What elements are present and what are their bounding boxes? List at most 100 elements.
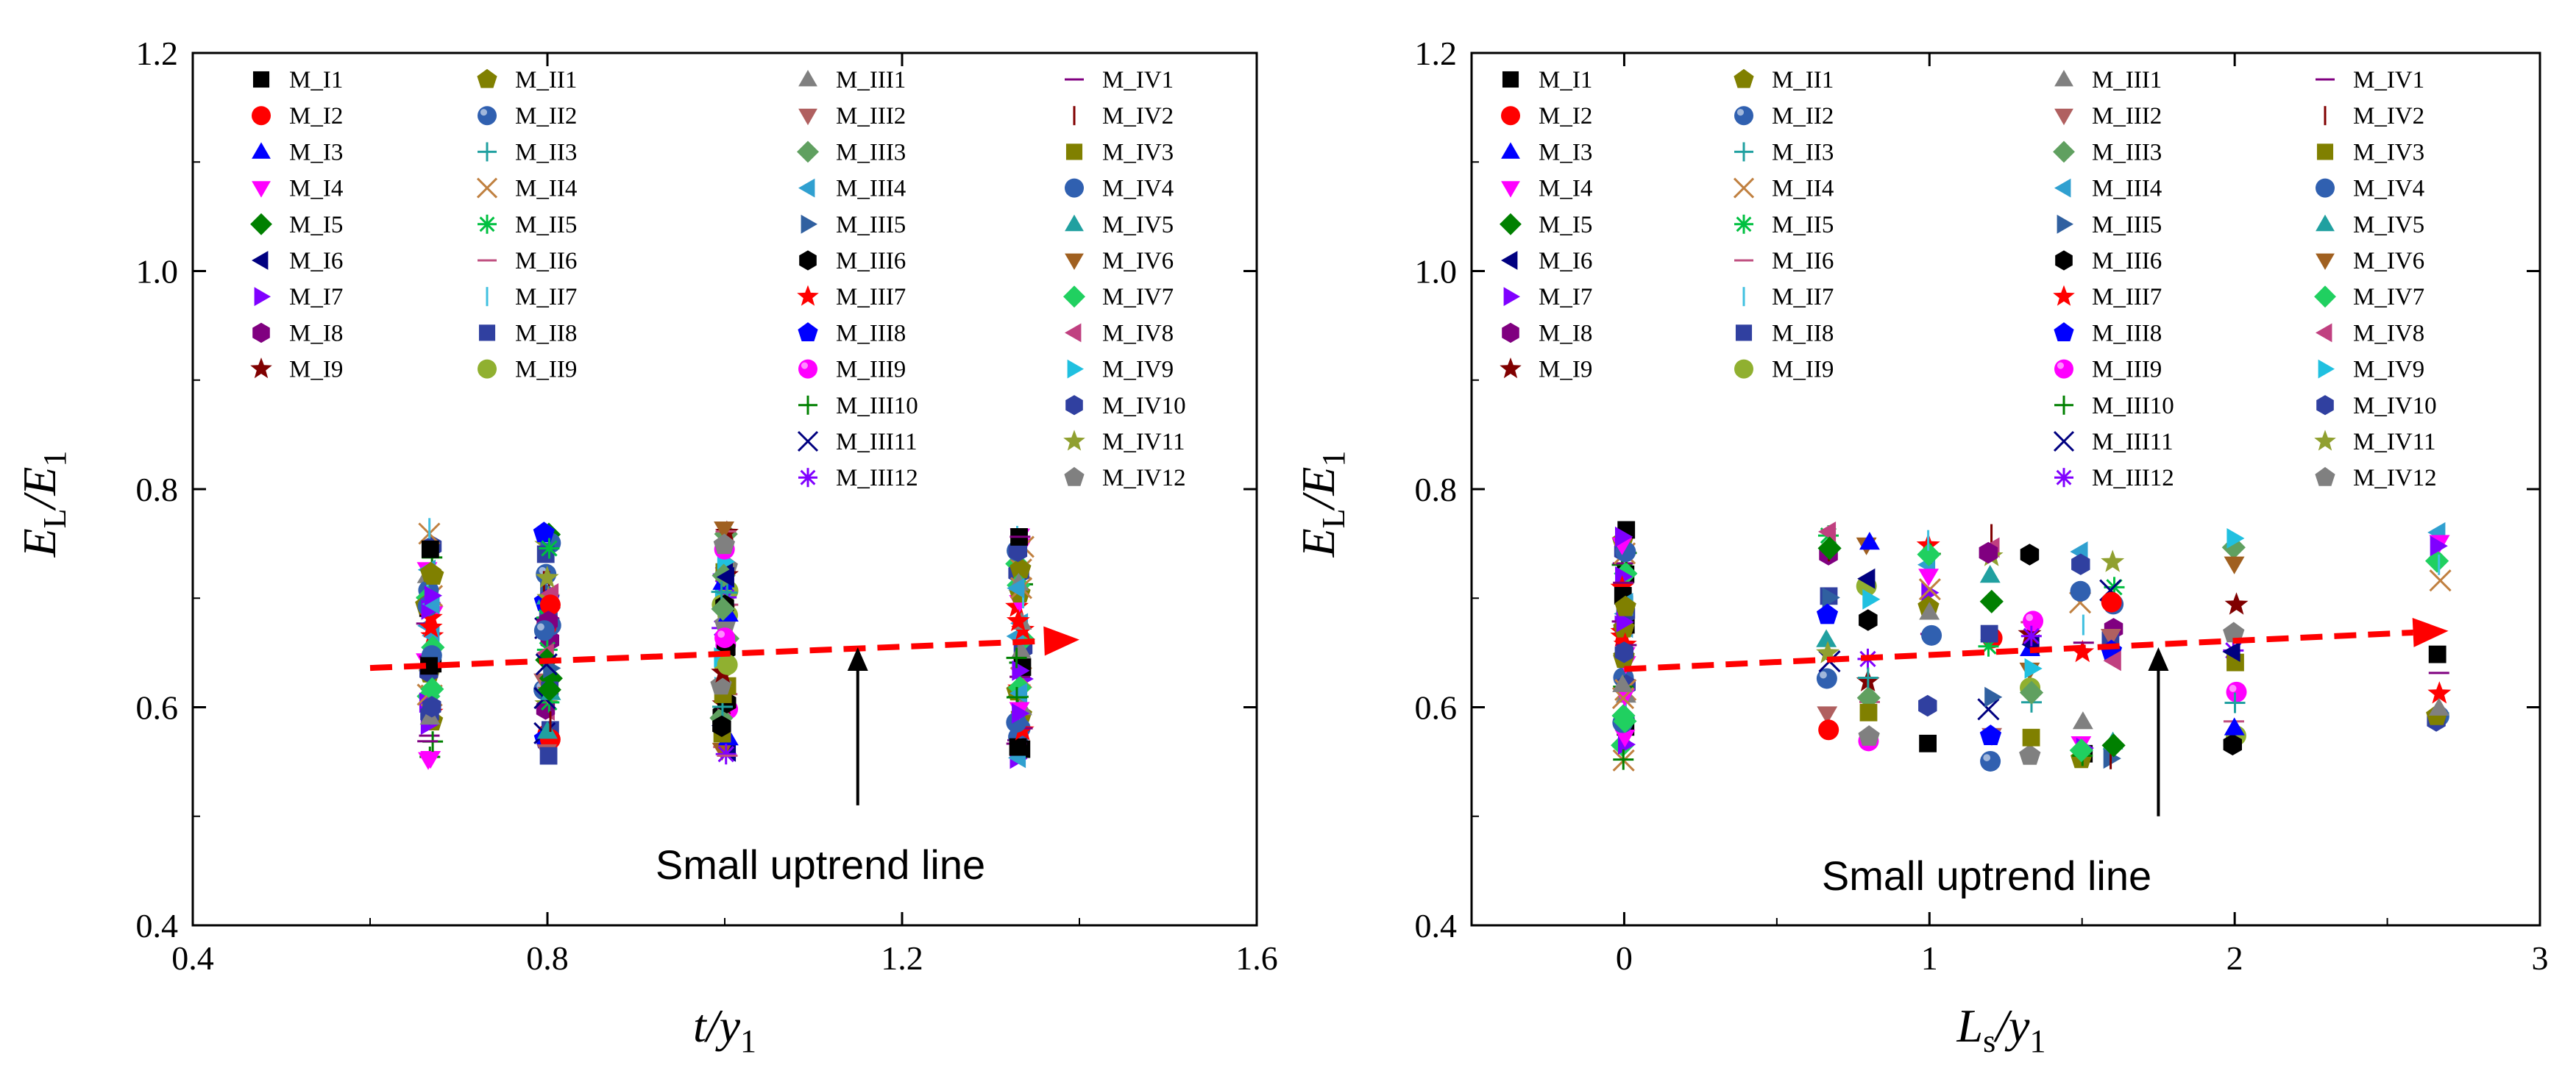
data-point-body — [533, 620, 555, 641]
legend-label: M_I9 — [1539, 357, 1592, 383]
legend-marker — [2316, 253, 2335, 270]
legend-item: M_III6 — [799, 248, 906, 274]
legend-item: M_IV1 — [2316, 67, 2424, 93]
legend-marker — [252, 142, 271, 159]
data-point — [1984, 686, 2003, 708]
scatter-points — [415, 518, 1035, 770]
legend-marker — [797, 430, 819, 452]
legend-marker — [1065, 395, 1083, 416]
legend-marker-b — [2053, 430, 2075, 452]
trend-arrowhead — [1043, 626, 1079, 656]
data-point — [2101, 733, 2126, 758]
y-axis-label: EL/E1 — [13, 451, 73, 558]
legend-label: M_I3 — [289, 139, 343, 165]
legend-marker — [798, 178, 815, 198]
y-axis-label-sub: L — [37, 508, 73, 528]
data-point — [1613, 749, 1634, 770]
data-point — [420, 657, 438, 675]
legend-item: M_II9 — [478, 357, 577, 383]
legend-marker-shine — [1736, 109, 1744, 116]
legend-item: M_IV3 — [1065, 139, 1174, 165]
legend-marker — [1733, 177, 1755, 199]
data-point-body — [2226, 681, 2247, 702]
legend-item: M_III10 — [798, 393, 918, 419]
y-tick-label: 0.8 — [136, 471, 179, 508]
legend-label: M_IV9 — [2353, 357, 2424, 383]
legend-label: M_I6 — [289, 248, 343, 274]
legend-label: M_IV4 — [1102, 176, 1174, 202]
legend-item: M_II4 — [476, 176, 577, 202]
legend-item: M_IV3 — [2316, 139, 2424, 165]
annotation-arrowhead — [2148, 647, 2169, 671]
legend-marker-shine — [2057, 362, 2064, 369]
legend-label: M_IV2 — [2353, 103, 2424, 129]
legend-label: M_II7 — [1772, 284, 1834, 310]
legend-item: M_III6 — [2055, 248, 2162, 274]
legend-item: M_IV7 — [1063, 284, 1174, 310]
data-point — [1857, 568, 1876, 589]
legend-item: M_III1 — [798, 67, 906, 93]
data-point-shine — [2026, 613, 2034, 622]
legend-label: M_I8 — [289, 320, 343, 346]
legend-marker — [252, 181, 271, 198]
legend-marker — [252, 71, 270, 88]
legend-item: M_IV1 — [1065, 67, 1174, 93]
legend-marker — [477, 68, 497, 88]
x-tick-label: 1.6 — [1235, 939, 1278, 977]
data-point — [2226, 681, 2247, 702]
data-point — [1918, 578, 1941, 601]
legend-item: M_I2 — [252, 103, 343, 129]
legend-marker — [2316, 323, 2332, 343]
legend-marker-b — [476, 177, 498, 199]
data-point — [535, 653, 558, 676]
legend-label: M_II6 — [515, 248, 577, 274]
legend-marker — [1734, 142, 1753, 162]
data-point — [539, 594, 561, 616]
legend-item: M_II3 — [1734, 139, 1834, 165]
data-point — [1007, 577, 1025, 599]
legend-marker — [2053, 430, 2075, 452]
legend-label: M_I1 — [1539, 67, 1592, 93]
legend-marker — [1735, 324, 1753, 341]
data-point — [1009, 738, 1027, 756]
legend-marker — [801, 214, 817, 234]
legend-label: M_III8 — [836, 320, 906, 346]
data-point — [2224, 717, 2245, 736]
panel-right: 0 1 2 30.40.60.81.01.2Ls/y1EL/E1M_I1M_I2M_I… — [1292, 35, 2549, 1059]
legend-marker — [2053, 140, 2075, 163]
legend-item: M_III8 — [2054, 320, 2162, 346]
data-point-shine — [717, 630, 725, 638]
legend-label: M_IV11 — [2353, 429, 2435, 455]
legend-label: M_III10 — [2092, 393, 2174, 419]
legend-label: M_III11 — [2092, 429, 2174, 455]
legend-item: M_IV6 — [2316, 248, 2424, 274]
data-point — [1858, 725, 1880, 746]
legend-item: M_I8 — [1502, 320, 1592, 346]
legend-item: M_I2 — [1501, 103, 1592, 129]
data-point-b — [535, 653, 558, 676]
legend-marker-shine — [480, 109, 487, 116]
legend-label: M_IV6 — [2353, 248, 2424, 274]
legend-marker — [2316, 214, 2335, 232]
legend-label: M_III5 — [2092, 212, 2162, 238]
legend-label: M_III12 — [2092, 465, 2174, 491]
data-point — [422, 564, 444, 585]
legend-item: M_III11 — [797, 429, 918, 455]
data-point — [712, 715, 731, 737]
legend-marker — [798, 395, 817, 415]
legend-label: M_II5 — [515, 212, 577, 238]
legend-marker — [1067, 359, 1084, 379]
legend-item: M_I7 — [254, 284, 343, 310]
legend-marker — [2054, 178, 2071, 198]
data-point — [418, 752, 439, 770]
y-axis-label: EL/E1 — [1292, 451, 1352, 558]
legend-marker — [2054, 468, 2073, 488]
data-point — [2101, 629, 2121, 647]
legend-item: M_II5 — [1734, 212, 1834, 238]
legend-label: M_I8 — [1539, 320, 1592, 346]
legend-label: M_IV3 — [1102, 139, 1174, 165]
legend-marker — [1734, 214, 1753, 234]
legend-label: M_II3 — [1772, 139, 1834, 165]
trend-arrowhead — [2412, 617, 2449, 647]
legend-label: M_III2 — [2092, 103, 2162, 129]
